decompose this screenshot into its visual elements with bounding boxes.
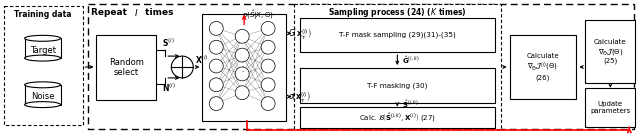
Circle shape (235, 67, 249, 81)
Bar (300, 107, 495, 128)
Circle shape (209, 97, 223, 111)
Text: Repeat: Repeat (92, 8, 131, 17)
Text: ·
·
·: · · · (241, 59, 243, 75)
Ellipse shape (25, 35, 61, 41)
Text: $\sigma\!\left(\mathbf{x}_\tau^{(i)}\right)$: $\sigma\!\left(\mathbf{x}_\tau^{(i)}\rig… (288, 89, 310, 104)
Circle shape (209, 78, 223, 92)
Text: Calc. $\mathcal{B}\!\left(\hat{\mathbf{S}}^{(i,k)},\mathbf{X}^{(i)}\right)$ (27): Calc. $\mathcal{B}\!\left(\hat{\mathbf{S… (359, 111, 436, 124)
Circle shape (261, 21, 275, 35)
Text: times: times (142, 8, 174, 17)
Ellipse shape (25, 55, 61, 61)
Text: T-F mask sampling (29)(31)-(35): T-F mask sampling (29)(31)-(35) (339, 32, 456, 38)
Bar (509, 35, 577, 99)
Ellipse shape (25, 82, 61, 88)
Text: Random
select: Random select (109, 58, 144, 77)
Circle shape (209, 40, 223, 54)
Bar (88, 4, 634, 129)
Circle shape (209, 21, 223, 35)
Bar (586, 88, 636, 127)
Bar (202, 14, 286, 121)
Bar (25, 85, 61, 105)
Bar (294, 4, 500, 129)
Circle shape (261, 97, 275, 111)
Bar (586, 21, 636, 83)
Text: Calculate
$\nabla_{\Theta}\mathcal{J}(\Theta)$
(25): Calculate $\nabla_{\Theta}\mathcal{J}(\T… (594, 39, 627, 64)
Text: Noise: Noise (31, 92, 54, 101)
Circle shape (261, 59, 275, 73)
Text: Training data: Training data (14, 10, 72, 19)
Text: Update
parameters: Update parameters (590, 101, 630, 114)
Circle shape (235, 29, 249, 43)
Bar (300, 18, 495, 52)
Text: $\mathbf{X}^{(i)}$: $\mathbf{X}^{(i)}$ (195, 54, 209, 66)
Text: $\mathbf{S}^{(i)}$: $\mathbf{S}^{(i)}$ (163, 37, 175, 49)
Ellipse shape (25, 102, 61, 108)
Text: Sampling process (24) ($K$ times): Sampling process (24) ($K$ times) (328, 6, 467, 19)
Text: $\mathit{I}$: $\mathit{I}$ (134, 7, 139, 18)
Text: $\mathbf{N}^{(i)}$: $\mathbf{N}^{(i)}$ (163, 82, 176, 94)
Bar (25, 38, 61, 58)
Bar (4, 6, 83, 125)
Text: $p(\hat{S}|X,\Theta)$: $p(\hat{S}|X,\Theta)$ (242, 9, 274, 22)
Text: $\hat{\mathbf{G}}^{(i,k)}$: $\hat{\mathbf{G}}^{(i,k)}$ (403, 54, 420, 66)
Circle shape (209, 59, 223, 73)
Bar (97, 35, 156, 100)
Text: $\hat{\mathbf{S}}^{(i,k)}$: $\hat{\mathbf{S}}^{(i,k)}$ (403, 99, 420, 110)
Text: Calculate
$\nabla_{\Theta}\mathcal{J}^{(i)}(\Theta)$
(26): Calculate $\nabla_{\Theta}\mathcal{J}^{(… (527, 53, 559, 81)
Text: $G\!\left(\mathbf{x}_\tau^{(i)}\right)$: $G\!\left(\mathbf{x}_\tau^{(i)}\right)$ (288, 26, 312, 41)
Circle shape (235, 48, 249, 62)
Circle shape (235, 86, 249, 100)
Circle shape (261, 40, 275, 54)
Bar (300, 68, 495, 103)
Circle shape (261, 78, 275, 92)
Text: Target: Target (29, 46, 56, 55)
Text: T-F masking (30): T-F masking (30) (367, 82, 428, 89)
